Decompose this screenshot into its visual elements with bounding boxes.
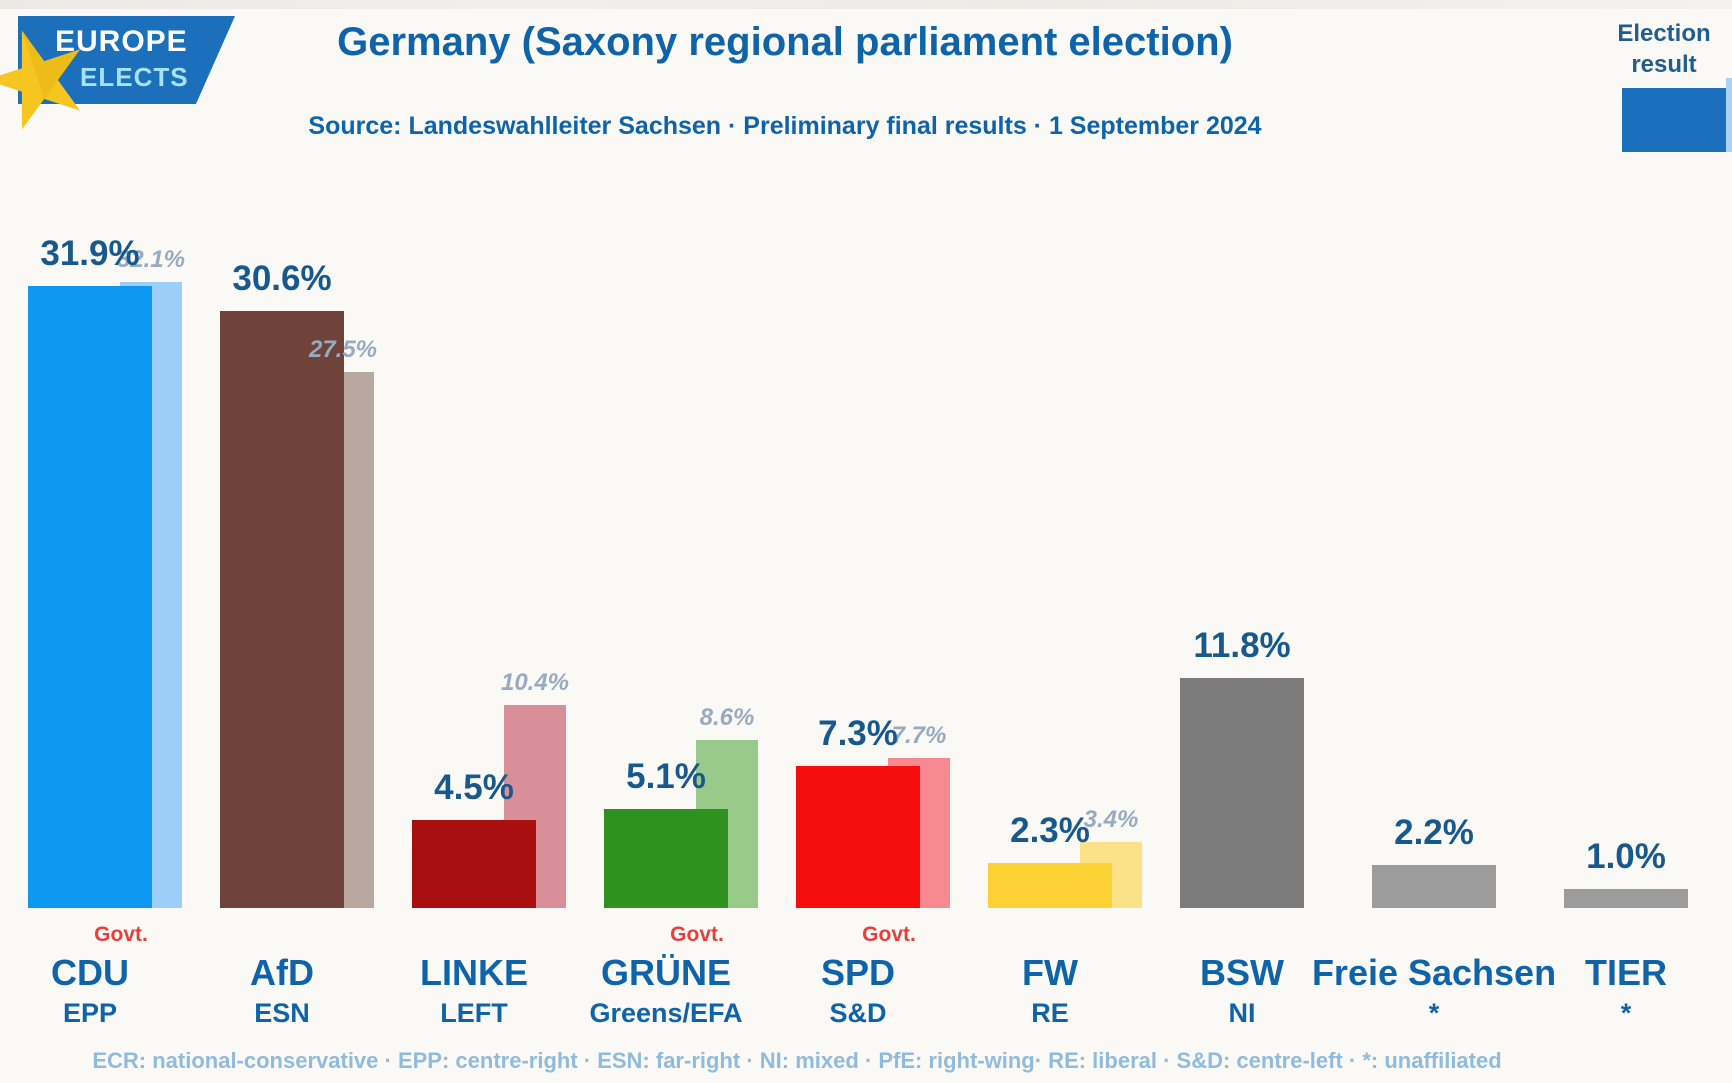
party-name-label: GRÜNE — [600, 952, 731, 993]
legend-light-swatch-partial — [1726, 78, 1732, 152]
party-name-label: Freie Sachsen — [1311, 952, 1557, 993]
party-group-label: EPP — [62, 998, 118, 1028]
result-bar — [412, 820, 536, 908]
result-value-label: 2.2% — [1394, 813, 1474, 853]
party-name-label: AfD — [250, 952, 314, 993]
result-bar — [220, 311, 344, 908]
result-bar — [1564, 888, 1688, 908]
govt-badge: Govt. — [670, 923, 724, 946]
party-slot-bsw: 11.8% BSW NI — [1180, 0, 1304, 1083]
party-slot-tier: 1.0% TIER * — [1564, 0, 1688, 1083]
party-slot-cdu: 32.1% 31.9% Govt. CDU EPP — [28, 0, 185, 1083]
party-group-label: * — [1620, 998, 1632, 1028]
result-value-label: 2.3% — [1010, 811, 1090, 851]
govt-badge: Govt. — [862, 923, 916, 946]
party-group-label: ESN — [254, 998, 310, 1028]
legend-label: Election result — [1617, 20, 1711, 79]
result-bar — [988, 863, 1112, 908]
result-value-label: 5.1% — [626, 756, 706, 796]
party-name-label: BSW — [1200, 952, 1284, 993]
party-group-label: NI — [1228, 998, 1256, 1028]
party-group-label: * — [1428, 998, 1440, 1028]
election-result-label: 27.5% — [308, 335, 378, 363]
party-group-label: Greens/EFA — [589, 998, 743, 1028]
party-slot-linke: 10.4% 4.5% LINKE LEFT — [412, 0, 569, 1083]
europe-elects-logo: EUROPE ELECTS — [0, 12, 320, 130]
election-result-label: 10.4% — [500, 669, 570, 697]
party-name-label: CDU — [51, 952, 129, 993]
party-slot-fw: 3.4% 2.3% FW RE — [988, 0, 1142, 1083]
party-name-label: TIER — [1584, 952, 1667, 993]
party-slot-freie-sachsen: 2.2% Freie Sachsen * — [1312, 0, 1556, 1083]
result-value-label: 30.6% — [232, 259, 332, 299]
result-bar — [796, 765, 920, 908]
source-line: Source: Landeswahlleiter Sachsen · Preli… — [308, 112, 1262, 140]
party-slot-spd: 7.7% 7.3% Govt. SPD S&D — [796, 0, 950, 1083]
result-bar — [604, 808, 728, 908]
result-bar — [1372, 865, 1496, 908]
party-slot-grüne: 8.6% 5.1% Govt. GRÜNE Greens/EFA — [589, 0, 758, 1083]
party-group-label: RE — [1031, 998, 1069, 1028]
result-value-label: 7.3% — [818, 713, 898, 753]
result-bar — [1180, 677, 1304, 908]
page-title: Germany (Saxony regional parliament elec… — [337, 20, 1233, 64]
govt-badge: Govt. — [94, 923, 148, 946]
party-slot-afd: 27.5% 30.6% AfD ESN — [220, 0, 377, 1083]
group-abbreviations-legend: ECR: national-conservative · EPP: centre… — [92, 1048, 1502, 1073]
result-bar — [28, 285, 152, 908]
party-group-label: S&D — [829, 998, 887, 1028]
party-name-label: LINKE — [420, 952, 528, 993]
legend: Election result — [1600, 14, 1732, 164]
election-result-label: 32.1% — [116, 246, 186, 274]
top-crop-strip — [0, 0, 1732, 9]
legend-election-result-swatch — [1622, 88, 1732, 152]
star-icon — [0, 30, 81, 130]
party-name-label: SPD — [820, 952, 896, 993]
result-value-label: 31.9% — [40, 233, 140, 273]
election-result-label: 8.6% — [699, 704, 755, 732]
election-result-label: 7.7% — [891, 721, 947, 749]
result-value-label: 11.8% — [1193, 625, 1291, 665]
election-result-label: 3.4% — [1083, 805, 1139, 833]
party-name-label: FW — [1022, 952, 1078, 993]
party-group-label: LEFT — [440, 998, 508, 1028]
result-value-label: 1.0% — [1586, 836, 1666, 876]
result-value-label: 4.5% — [434, 768, 514, 808]
